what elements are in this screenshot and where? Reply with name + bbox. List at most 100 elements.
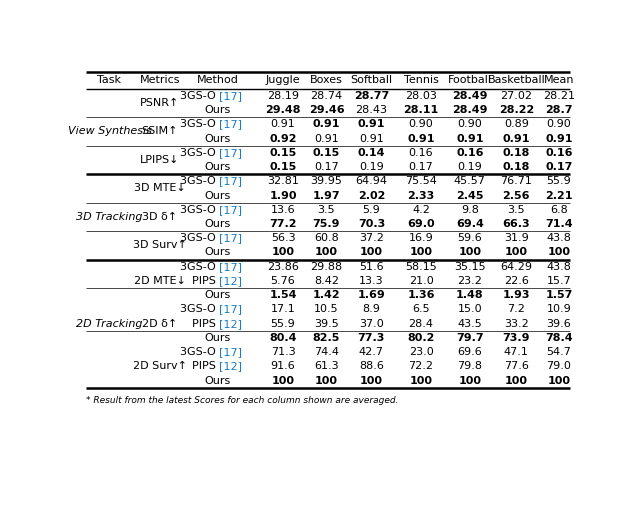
Text: 39.5: 39.5 [314,319,339,329]
Text: [17]: [17] [220,91,243,101]
Text: 3D Surv↑: 3D Surv↑ [133,240,187,250]
Text: 0.91: 0.91 [271,119,296,130]
Text: 28.49: 28.49 [452,105,488,115]
Text: 3D δ↑: 3D δ↑ [142,212,177,222]
Text: 5.9: 5.9 [362,205,380,215]
Text: [17]: [17] [220,148,243,158]
Text: 0.91: 0.91 [502,134,530,144]
Text: 100: 100 [271,376,294,386]
Text: 100: 100 [410,247,433,258]
Text: 73.9: 73.9 [502,333,530,343]
Text: View Synthesis: View Synthesis [67,126,152,137]
Text: Boxes: Boxes [310,75,343,85]
Text: 88.6: 88.6 [359,362,384,371]
Text: [12]: [12] [220,362,243,371]
Text: 1.48: 1.48 [456,290,484,300]
Text: Ours: Ours [205,290,231,300]
Text: PIPS: PIPS [192,319,220,329]
Text: [17]: [17] [220,119,243,130]
Text: 0.91: 0.91 [313,119,340,130]
Text: 47.1: 47.1 [504,347,529,357]
Text: 43.8: 43.8 [547,233,572,243]
Text: 0.92: 0.92 [269,134,297,144]
Text: 2.33: 2.33 [408,190,435,201]
Text: 3GS-O: 3GS-O [180,148,220,158]
Text: 100: 100 [360,376,383,386]
Text: 0.15: 0.15 [313,148,340,158]
Text: 23.2: 23.2 [458,276,483,286]
Text: Metrics: Metrics [140,75,180,85]
Text: 69.0: 69.0 [407,219,435,229]
Text: 77.6: 77.6 [504,362,529,371]
Text: 61.3: 61.3 [314,362,339,371]
Text: 58.15: 58.15 [405,262,437,272]
Text: [17]: [17] [220,262,243,272]
Text: 6.8: 6.8 [550,205,568,215]
Text: 66.3: 66.3 [502,219,530,229]
Text: 37.2: 37.2 [359,233,384,243]
Text: 79.0: 79.0 [547,362,572,371]
Text: Ours: Ours [205,247,231,258]
Text: Softball: Softball [350,75,392,85]
Text: 13.6: 13.6 [271,205,296,215]
Text: 33.2: 33.2 [504,319,529,329]
Text: 100: 100 [271,247,294,258]
Text: 1.93: 1.93 [502,290,530,300]
Text: 9.8: 9.8 [461,205,479,215]
Text: 28.49: 28.49 [452,91,488,101]
Text: 1.54: 1.54 [269,290,297,300]
Text: 100: 100 [315,376,338,386]
Text: 28.22: 28.22 [499,105,534,115]
Text: 2D Surv↑: 2D Surv↑ [133,362,187,371]
Text: 1.97: 1.97 [312,190,340,201]
Text: 32.81: 32.81 [267,176,299,186]
Text: 39.6: 39.6 [547,319,572,329]
Text: Football: Football [448,75,492,85]
Text: 100: 100 [547,376,570,386]
Text: 76.71: 76.71 [500,176,532,186]
Text: [17]: [17] [220,233,243,243]
Text: 0.17: 0.17 [408,162,433,172]
Text: 28.21: 28.21 [543,91,575,101]
Text: 91.6: 91.6 [271,362,296,371]
Text: 72.2: 72.2 [408,362,433,371]
Text: 22.6: 22.6 [504,276,529,286]
Text: 3GS-O: 3GS-O [180,262,220,272]
Text: 71.3: 71.3 [271,347,296,357]
Text: 0.89: 0.89 [504,119,529,130]
Text: 0.14: 0.14 [358,148,385,158]
Text: Mean: Mean [544,75,574,85]
Text: Ours: Ours [205,105,231,115]
Text: PSNR↑: PSNR↑ [140,98,179,108]
Text: [17]: [17] [220,205,243,215]
Text: 2.21: 2.21 [545,190,573,201]
Text: 3GS-O: 3GS-O [180,205,220,215]
Text: 0.90: 0.90 [547,119,572,130]
Text: 6.5: 6.5 [412,304,430,314]
Text: Tennis: Tennis [404,75,438,85]
Text: Ours: Ours [205,333,231,343]
Text: 69.6: 69.6 [458,347,482,357]
Text: 3GS-O: 3GS-O [180,304,220,314]
Text: 75.9: 75.9 [313,219,340,229]
Text: 43.8: 43.8 [547,262,572,272]
Text: 100: 100 [505,247,528,258]
Text: 64.94: 64.94 [355,176,387,186]
Text: 2.45: 2.45 [456,190,484,201]
Text: 77.3: 77.3 [358,333,385,343]
Text: 0.18: 0.18 [502,148,530,158]
Text: 71.4: 71.4 [545,219,573,229]
Text: 0.90: 0.90 [408,119,433,130]
Text: 80.4: 80.4 [269,333,297,343]
Text: 45.57: 45.57 [454,176,486,186]
Text: 2D Tracking: 2D Tracking [76,319,143,329]
Text: 28.03: 28.03 [405,91,437,101]
Text: 13.3: 13.3 [359,276,384,286]
Text: SSIM↑: SSIM↑ [141,126,178,137]
Text: 42.7: 42.7 [359,347,384,357]
Text: 0.15: 0.15 [269,162,297,172]
Text: 15.7: 15.7 [547,276,572,286]
Text: 3GS-O: 3GS-O [180,176,220,186]
Text: 100: 100 [547,247,570,258]
Text: 1.42: 1.42 [312,290,340,300]
